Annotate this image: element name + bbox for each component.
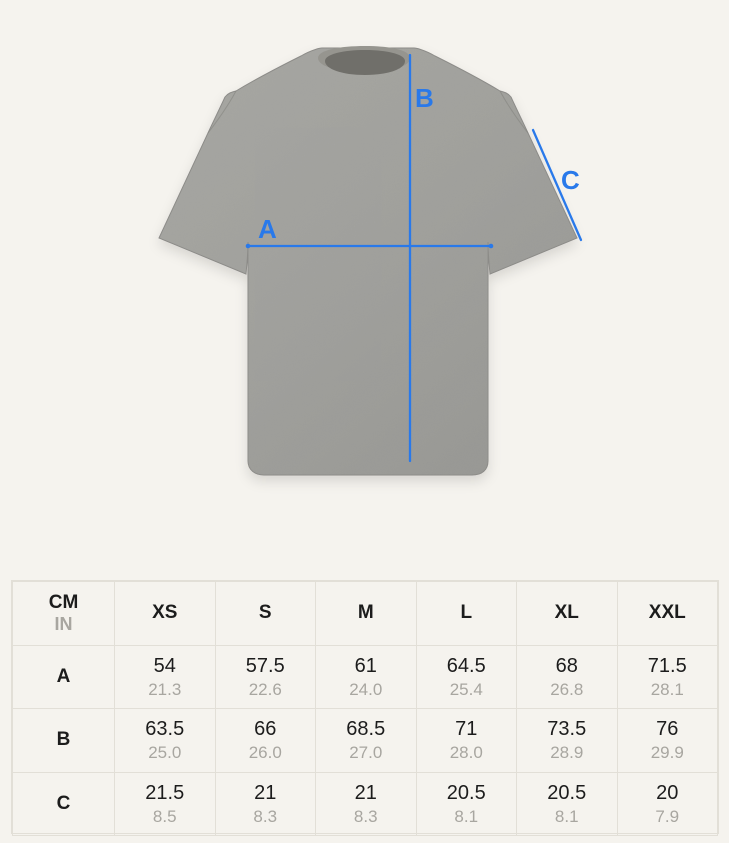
svg-text:C: C <box>561 165 580 195</box>
svg-text:B: B <box>415 83 434 113</box>
svg-text:A: A <box>258 214 277 244</box>
